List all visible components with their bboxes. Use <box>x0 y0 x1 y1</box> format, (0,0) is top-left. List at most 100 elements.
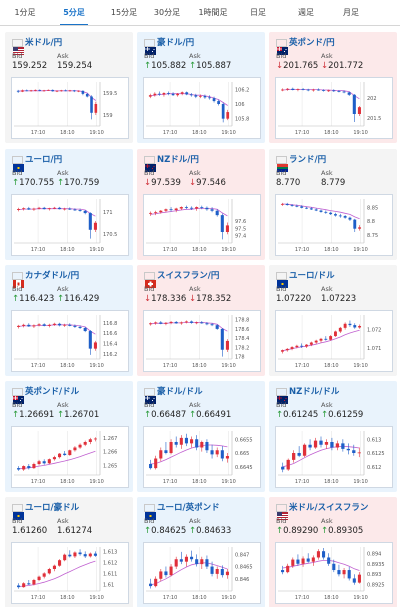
arrow-up-icon: ↑ <box>12 410 20 420</box>
candle <box>300 205 304 209</box>
currency-card[interactable]: カナダドル/円 Bid Ask ↑116.423 ↑116.429 116.8 116.6 1… <box>5 265 133 376</box>
currency-card[interactable]: NZドル/円 Bid Ask ↓97.539 ↓97.546 97.6 97.5 97.4 17… <box>137 149 265 260</box>
price-chart[interactable]: 106.2 106 105.8 17:10 18:10 19:10 <box>143 77 261 139</box>
price-chart[interactable]: 1.072 1.071 17:10 18:10 19:10 <box>275 310 393 372</box>
price-chart[interactable]: 1.267 1.266 1.265 17:10 18:10 19:10 <box>11 426 129 488</box>
candle <box>210 444 214 459</box>
price-chart[interactable]: 97.6 97.5 97.4 17:10 18:10 19:10 <box>143 194 261 256</box>
currency-pair-name[interactable]: NZドル/ドル <box>289 387 340 397</box>
currency-pair-name[interactable]: ユーロ/円 <box>25 155 63 165</box>
candle <box>305 343 308 348</box>
currency-pair-name[interactable]: NZドル/円 <box>157 155 199 165</box>
currency-card[interactable]: ユーロ/英ポンド Bid Ask ↑0.84625 ↑0.84633 0.847 0.846… <box>137 497 265 607</box>
y-tick-label: 1.071 <box>367 346 381 352</box>
price-chart[interactable]: 1.613 1.612 1.611 1.61 17:10 18:10 19:10 <box>11 542 129 604</box>
price-chart[interactable]: 0.847 0.8465 0.846 17:10 18:10 19:10 <box>143 542 261 604</box>
arrow-down-icon: ↓ <box>144 294 152 304</box>
candle <box>190 436 194 448</box>
arrow-up-icon: ↑ <box>189 526 197 536</box>
price-chart[interactable]: 8.85 8.8 8.75 17:10 18:10 19:10 <box>275 194 393 256</box>
currency-pair-name[interactable]: 米ドル/スイスフラン <box>289 503 369 513</box>
candle <box>358 324 362 329</box>
candle <box>158 91 161 96</box>
tab-4[interactable]: 1時間足 <box>198 8 228 17</box>
currency-pair-name[interactable]: 英ポンド/円 <box>289 38 335 48</box>
currency-card[interactable]: ユーロ/円 Bid Ask ↑170.755 ↑170.759 171 170.5 17:10… <box>5 149 133 260</box>
candle <box>324 210 328 214</box>
bid-label: Bid <box>144 285 155 293</box>
candle <box>343 214 347 219</box>
candle <box>295 344 299 349</box>
au-flag-icon <box>144 39 156 55</box>
currency-pair-name[interactable]: カナダドル/円 <box>25 271 80 281</box>
tab-2[interactable]: 15分足 <box>110 8 138 17</box>
candle <box>341 439 345 452</box>
tab-1[interactable]: 5分足 <box>52 0 96 26</box>
ask-value: ↑105.887 <box>189 61 231 71</box>
candle <box>337 90 341 93</box>
candle <box>47 458 51 464</box>
tab-0[interactable]: 1分足 <box>14 8 36 17</box>
ask-label: Ask <box>57 285 69 293</box>
arrow-down-icon: ↓ <box>189 294 197 304</box>
price-chart[interactable]: 116.8 116.6 116.4 116.2 17:10 18:10 19:10 <box>11 310 129 372</box>
currency-card[interactable]: ユーロ/豪ドル Bid Ask 1.61260 1.61274 1.613 1.612 1.6… <box>5 497 133 607</box>
currency-pair-name[interactable]: ユーロ/ドル <box>289 271 335 281</box>
tab-3[interactable]: 30分足 <box>153 8 181 17</box>
moving-average-line <box>150 444 228 465</box>
candle <box>203 94 207 99</box>
currency-card[interactable]: 豪ドル/円 Bid Ask ↑105.882 ↑105.887 106.2 106 105.8… <box>137 32 265 143</box>
currency-pair-name[interactable]: 米ドル/円 <box>25 38 63 48</box>
arrow-down-icon: ↓ <box>276 61 284 71</box>
currency-card[interactable]: ランド/円 Bid Ask 8.770 8.779 8.85 8.8 8.75 17:10 18:… <box>269 149 397 260</box>
currency-pair-name[interactable]: ユーロ/豪ドル <box>25 503 80 513</box>
x-tick-label: 19:10 <box>221 479 235 485</box>
currency-card[interactable]: 英ポンド/円 Bid Ask ↓201.765 ↓201.772 202 201.5 17:1… <box>269 32 397 143</box>
candle <box>195 435 199 451</box>
bid-number: 0.84625 <box>151 526 187 536</box>
candle <box>27 464 31 470</box>
currency-pair-name[interactable]: ユーロ/英ポンド <box>157 503 220 513</box>
candle <box>220 327 224 357</box>
moving-average-line <box>282 445 360 468</box>
candle <box>342 90 346 94</box>
candle <box>225 339 229 353</box>
eu-flag-icon <box>12 504 24 520</box>
currency-pair-name[interactable]: 英ポンド/ドル <box>25 387 80 397</box>
currency-pair-name[interactable]: 豪ドル/円 <box>157 38 195 48</box>
tab-6[interactable]: 週足 <box>298 8 314 17</box>
price-chart[interactable]: 202 201.5 17:10 18:10 19:10 <box>275 77 393 139</box>
candle <box>154 210 158 216</box>
x-tick-label: 18:10 <box>324 595 338 601</box>
price-chart[interactable]: 0.894 0.8935 0.893 0.8925 17:10 18:10 19:10 <box>275 542 393 604</box>
tab-7[interactable]: 月足 <box>343 8 359 17</box>
price-chart[interactable]: 0.6655 0.665 0.6645 17:10 18:10 19:10 <box>143 426 261 488</box>
x-tick-label: 18:10 <box>60 479 74 485</box>
nz-flag-icon <box>276 388 288 404</box>
currency-card[interactable]: 豪ドル/ドル Bid Ask ↑0.66487 ↑0.66491 0.6655 0.665 0… <box>137 381 265 492</box>
price-chart[interactable]: 178.8 178.6 178.4 178.2 178 17:10 18:10 19:10 <box>143 310 261 372</box>
currency-card[interactable]: ユーロ/ドル Bid Ask 1.07220 1.07223 1.072 1.071 17:1… <box>269 265 397 376</box>
candle <box>68 207 72 210</box>
y-tick-label: 171 <box>103 210 113 216</box>
candle <box>296 554 300 566</box>
currency-card[interactable]: 米ドル/スイスフラン Bid Ask ↑0.89290 ↑0.89305 0.894 0.8… <box>269 497 397 607</box>
candle <box>309 207 313 210</box>
candle <box>16 89 20 93</box>
currency-card[interactable]: 米ドル/円 Bid Ask 159.252 159.254 159.5 159 17:10 18… <box>5 32 133 143</box>
price-chart[interactable]: 159.5 159 17:10 18:10 19:10 <box>11 77 129 139</box>
price-chart[interactable]: 171 170.5 17:10 18:10 19:10 <box>11 194 129 256</box>
currency-pair-name[interactable]: 豪ドル/ドル <box>157 387 203 397</box>
moving-average-line <box>282 329 360 352</box>
uk-flag-icon <box>276 39 288 55</box>
tab-5[interactable]: 日足 <box>250 8 266 17</box>
currency-pair-name[interactable]: ランド/円 <box>289 155 327 165</box>
currency-card[interactable]: NZドル/ドル Bid Ask ↑0.61245 ↑0.61259 0.613 0.6125… <box>269 381 397 492</box>
price-chart[interactable]: 0.613 0.6125 0.612 17:10 18:10 19:10 <box>275 426 393 488</box>
x-tick-label: 18:10 <box>192 130 206 136</box>
currency-pair-name[interactable]: スイスフラン/円 <box>157 271 220 281</box>
currency-card[interactable]: スイスフラン/円 Bid Ask ↓178.336 ↓178.352 178.8 178.6… <box>137 265 265 376</box>
candle <box>169 321 173 325</box>
candle <box>335 440 340 451</box>
currency-card[interactable]: 英ポンド/ドル Bid Ask ↑1.26691 ↑1.26701 1.267 1.266 1… <box>5 381 133 492</box>
